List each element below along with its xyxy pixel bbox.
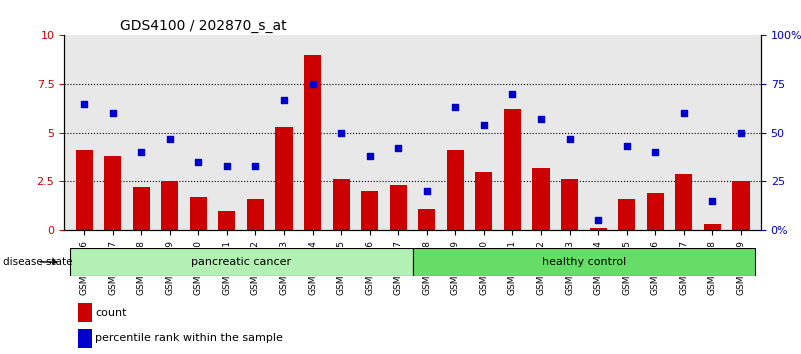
Bar — [561, 179, 578, 230]
Bar — [533, 168, 549, 230]
Bar — [389, 185, 407, 230]
Point — [249, 163, 262, 169]
Point — [135, 149, 147, 155]
Point — [449, 104, 461, 110]
Point — [421, 188, 433, 194]
Text: GDS4100 / 202870_s_at: GDS4100 / 202870_s_at — [120, 19, 287, 33]
Point — [678, 110, 690, 116]
Bar — [475, 172, 493, 230]
Point — [649, 149, 662, 155]
Point — [563, 136, 576, 141]
Bar — [78, 329, 92, 348]
Bar — [219, 211, 235, 230]
Bar — [247, 199, 264, 230]
Bar — [418, 209, 436, 230]
Point — [220, 163, 233, 169]
Point — [620, 144, 633, 149]
Point — [192, 159, 205, 165]
Bar — [704, 224, 721, 230]
Bar — [504, 109, 521, 230]
Bar — [447, 150, 464, 230]
Bar — [590, 228, 606, 230]
Bar — [675, 174, 692, 230]
Bar — [75, 150, 93, 230]
Bar — [361, 191, 378, 230]
Bar — [732, 181, 750, 230]
Point — [364, 153, 376, 159]
Bar — [618, 199, 635, 230]
Point — [735, 130, 747, 136]
Point — [306, 81, 319, 87]
Bar — [78, 303, 92, 322]
Bar — [646, 193, 664, 230]
Bar — [190, 197, 207, 230]
Point — [78, 101, 91, 106]
Text: healthy control: healthy control — [541, 257, 626, 267]
Text: disease state: disease state — [3, 257, 73, 267]
Bar — [104, 156, 121, 230]
Point — [107, 110, 119, 116]
Point — [278, 97, 291, 102]
Text: pancreatic cancer: pancreatic cancer — [191, 257, 292, 267]
Point — [335, 130, 348, 136]
Bar — [276, 127, 292, 230]
Bar — [304, 55, 321, 230]
Point — [477, 122, 490, 128]
Bar — [161, 181, 179, 230]
FancyBboxPatch shape — [413, 248, 755, 276]
Bar — [133, 187, 150, 230]
FancyBboxPatch shape — [70, 248, 413, 276]
Point — [506, 91, 519, 97]
Text: count: count — [95, 308, 127, 318]
Bar — [332, 179, 350, 230]
Point — [534, 116, 547, 122]
Point — [163, 136, 176, 141]
Point — [706, 198, 718, 204]
Point — [592, 217, 605, 223]
Text: percentile rank within the sample: percentile rank within the sample — [95, 333, 284, 343]
Point — [392, 145, 405, 151]
